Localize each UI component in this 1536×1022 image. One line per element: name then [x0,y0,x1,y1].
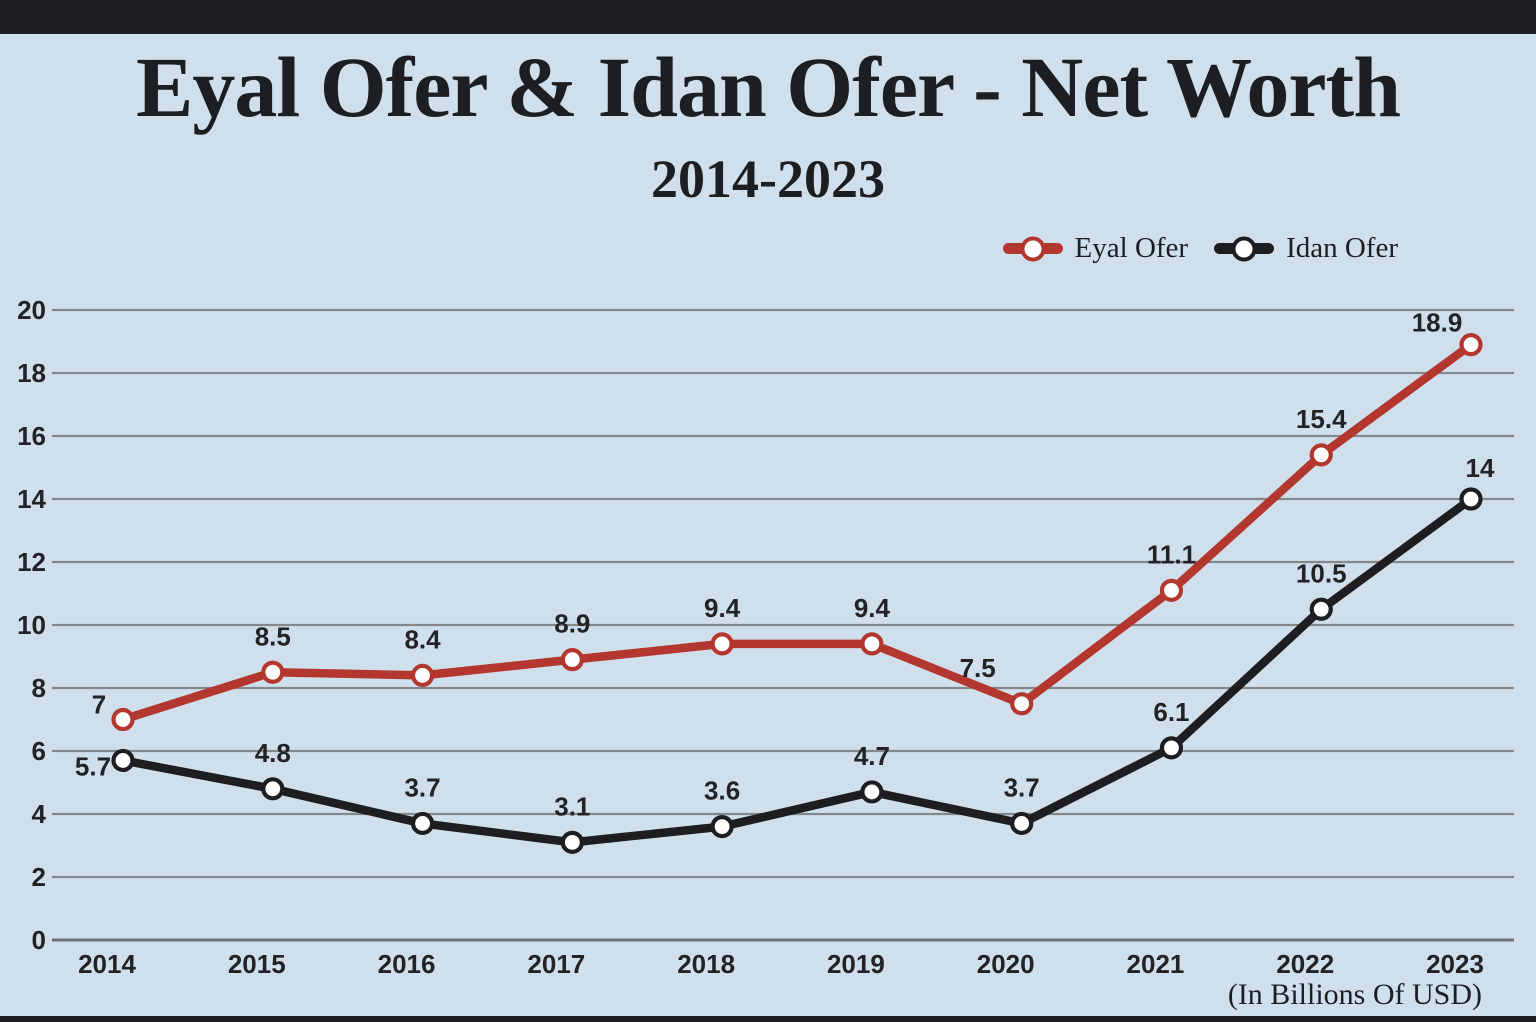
legend: Eyal Ofer Idan Ofer [1002,232,1398,264]
x-tick-label: 2017 [527,949,585,979]
idan-ofer-line [118,494,1476,847]
value-label: 18.9 [1412,308,1463,338]
data-point-marker [261,660,285,684]
eyal-point-icon [1020,236,1046,261]
y-tick-label: 2 [32,862,46,892]
data-point-marker [560,830,584,854]
x-tick-label: 2023 [1426,949,1484,979]
data-point-marker [261,777,285,801]
value-label: 8.4 [404,624,441,654]
data-point-marker [1159,578,1184,602]
data-point-marker [860,632,884,656]
value-label: 4.8 [255,738,291,768]
units-footnote: (In Billions Of USD) [1227,978,1482,1011]
data-point-marker [410,663,435,688]
data-point-marker [1459,333,1483,357]
x-tick-label: 2015 [228,949,286,979]
value-label: 5.7 [75,751,111,781]
data-point-marker [1309,443,1333,467]
value-label: 3.7 [1004,772,1040,802]
data-point-marker [1309,597,1333,621]
legend-label-idan: Idan Ofer [1286,232,1398,264]
x-tick-label: 2014 [78,949,136,979]
data-point-marker [710,632,734,656]
eyal-line-marker-icon [1002,236,1063,261]
idan-point-icon [1231,236,1257,261]
x-tick-label: 2022 [1276,949,1334,979]
legend-label-eyal: Eyal Ofer [1074,232,1189,264]
legend-item-idan: Idan Ofer [1214,234,1398,263]
chart-title: Eyal Ofer & Idan Ofer - Net Worth [135,39,1401,135]
value-label: 7.5 [960,653,996,683]
legend-item-eyal: Eyal Ofer [1002,232,1189,264]
value-label: 6.1 [1153,697,1189,727]
y-tick-label: 16 [17,421,46,451]
value-label: 15.4 [1296,404,1347,434]
data-point-marker [1459,487,1483,511]
data-point-marker [111,707,135,732]
value-label: 11.1 [1147,539,1196,569]
data-point-marker [1159,736,1184,760]
data-point-marker [1010,811,1034,836]
value-label: 9.4 [854,593,891,623]
x-tick-label: 2020 [977,949,1035,979]
value-label: 3.6 [704,776,740,806]
value-label: 3.1 [554,791,590,821]
value-label: 7 [92,690,106,720]
value-label: 8.9 [554,609,590,639]
value-label: 8.5 [255,621,291,651]
data-point-marker [410,811,435,836]
idan-line-marker-icon [1214,236,1275,261]
chart-subtitle: 2014-2023 [651,149,885,209]
eyal-ofer-line [118,340,1476,724]
value-label: 4.7 [854,741,890,771]
value-label: 10.5 [1296,558,1347,588]
data-point-marker [1010,692,1034,716]
data-point-marker [111,748,135,773]
x-tick-label: 2021 [1127,949,1185,979]
y-tick-label: 6 [32,736,46,766]
value-label: 9.4 [704,593,741,623]
y-tick-label: 4 [32,799,47,829]
y-tick-label: 12 [17,547,46,577]
y-tick-label: 0 [32,925,46,955]
x-tick-label: 2016 [378,949,436,979]
x-tick-label: 2019 [827,949,885,979]
value-label: 3.7 [404,772,440,802]
bottom-frame-bar [0,1016,1536,1022]
top-frame-bar [0,0,1536,34]
value-label: 14 [1466,453,1495,483]
y-tick-label: 14 [17,484,46,514]
x-tick-label: 2018 [677,949,735,979]
data-point-marker [710,814,734,839]
y-tick-label: 18 [17,358,46,388]
data-point-marker [560,648,584,672]
y-tick-label: 8 [32,673,46,703]
y-tick-label: 10 [17,610,46,640]
y-tick-label: 20 [17,295,46,325]
data-point-marker [860,780,884,804]
